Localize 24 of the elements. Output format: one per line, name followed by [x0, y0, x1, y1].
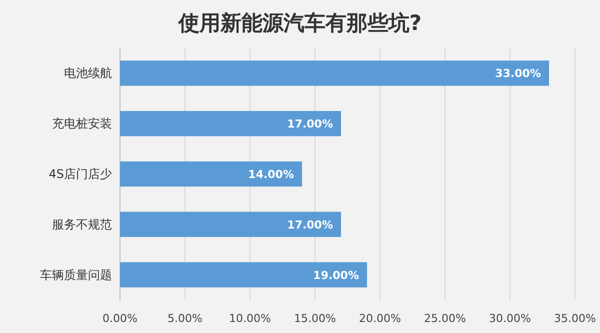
data-label: 17.00% — [287, 218, 333, 232]
bar — [120, 161, 302, 187]
x-tick-label: 10.00% — [229, 312, 271, 325]
x-tick-label: 30.00% — [489, 312, 531, 325]
data-label: 33.00% — [495, 67, 541, 80]
chart-title: 使用新能源汽车有那些坑? — [177, 11, 422, 35]
y-tick-label: 充电桩安装 — [52, 116, 112, 131]
x-tick-label: 20.00% — [359, 312, 401, 325]
y-tick-label: 服务不规范 — [52, 217, 112, 232]
x-tick-label: 15.00% — [294, 312, 336, 325]
x-tick-label: 35.00% — [554, 312, 596, 325]
y-tick-label: 车辆质量问题 — [40, 268, 112, 282]
y-tick-label: 4S店门店少 — [48, 167, 112, 181]
bar — [120, 60, 549, 86]
data-label: 17.00% — [287, 118, 333, 131]
y-tick-label: 电池续航 — [64, 66, 112, 80]
x-tick-label: 0.00% — [102, 312, 138, 325]
x-tick-label: 5.00% — [168, 312, 202, 325]
bar — [120, 262, 367, 288]
bar — [120, 212, 341, 237]
bar — [120, 111, 341, 136]
x-tick-label: 25.00% — [424, 312, 466, 325]
data-label: 19.00% — [313, 268, 359, 282]
data-label: 14.00% — [248, 168, 294, 181]
